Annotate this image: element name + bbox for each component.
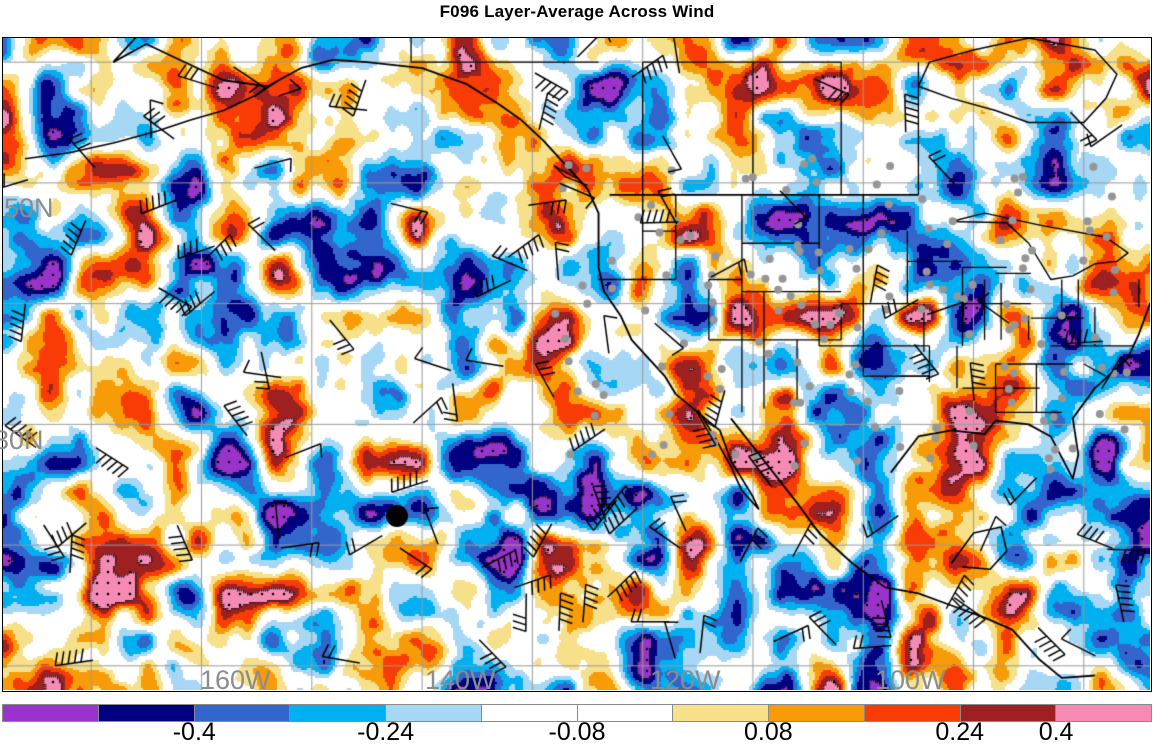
colorbar-tick-0p08: 0.08 bbox=[744, 718, 793, 746]
colorbar-band-11 bbox=[1056, 705, 1151, 721]
colorbar-band-7 bbox=[673, 705, 769, 721]
colorbar-tick-neg0p24: -0.24 bbox=[357, 718, 415, 746]
colorbar-band-2 bbox=[194, 705, 291, 721]
page-title: F096 Layer-Average Across Wind bbox=[439, 2, 715, 21]
colorbar-band-4 bbox=[386, 705, 482, 721]
colorbar-tick-neg0p08: -0.08 bbox=[548, 718, 606, 746]
map-plot-area bbox=[2, 37, 1152, 692]
colorbar-band-9 bbox=[864, 705, 961, 721]
colorbar-bands bbox=[2, 704, 1152, 722]
contour-field-canvas bbox=[3, 38, 1150, 690]
colorbar bbox=[2, 704, 1152, 722]
colorbar-band-5 bbox=[481, 705, 578, 721]
colorbar-band-3 bbox=[290, 705, 386, 721]
colorbar-band-8 bbox=[769, 705, 865, 721]
colorbar-tick-labels: -0.4 -0.24 -0.08 0.08 0.24 0.4 bbox=[2, 718, 1152, 746]
colorbar-band-10 bbox=[960, 705, 1057, 721]
colorbar-band-1 bbox=[98, 705, 195, 721]
colorbar-tick-0p24: 0.24 bbox=[935, 718, 985, 746]
colorbar-tick-0p4: 0.4 bbox=[1038, 718, 1074, 746]
colorbar-band-6 bbox=[577, 705, 674, 721]
colorbar-band-0 bbox=[3, 705, 99, 721]
colorbar-tick-neg0p4: -0.4 bbox=[172, 718, 216, 746]
